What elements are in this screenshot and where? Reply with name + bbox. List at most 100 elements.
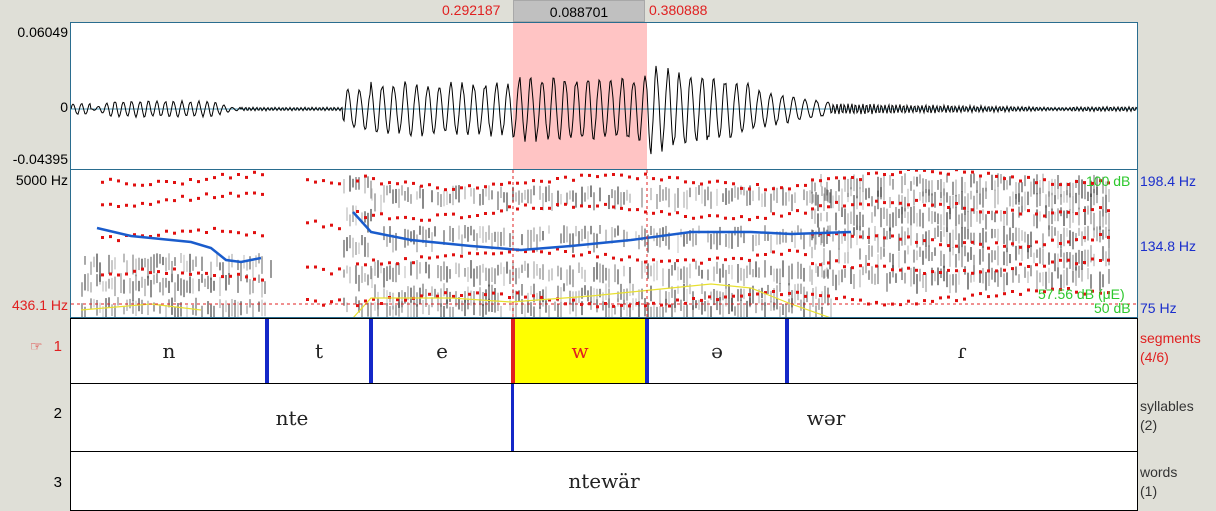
boundary[interactable] xyxy=(265,319,269,383)
boundary[interactable] xyxy=(511,384,514,451)
spectrogram-cell xyxy=(371,188,373,201)
spectrogram-cell xyxy=(764,192,766,207)
tier-segments[interactable]: n t e w ə ɾ xyxy=(70,318,1138,384)
spectrogram-cell xyxy=(725,269,727,289)
spectrogram-cell xyxy=(386,185,388,196)
spectrogram-cell xyxy=(623,299,625,310)
spectrogram-cell xyxy=(835,274,837,291)
interval-schwa[interactable]: ə xyxy=(711,339,723,363)
interval-nte[interactable]: nte xyxy=(275,405,309,430)
spectrogram-cell xyxy=(698,299,700,310)
spectrogram-cell xyxy=(1027,234,1029,253)
interval-wer[interactable]: wər xyxy=(806,405,846,430)
spectrogram-cell xyxy=(961,191,963,210)
spectrogram-cell xyxy=(1096,187,1098,204)
spectrogram-cell xyxy=(952,229,954,248)
spectrogram-cell xyxy=(165,257,167,272)
spectrogram-cell xyxy=(910,267,912,287)
spectrogram-cell xyxy=(488,298,490,312)
formant-dot xyxy=(1075,238,1078,242)
spectrogram-cell xyxy=(958,233,960,254)
spectrogram-cell xyxy=(1084,206,1086,226)
formant-dot xyxy=(827,177,830,181)
spectrogram-cell xyxy=(877,176,879,197)
spectrogram-cell xyxy=(404,190,406,201)
formant-dot xyxy=(1051,238,1054,242)
spectrogram-cell xyxy=(719,268,721,283)
interval-flap[interactable]: ɾ xyxy=(957,339,967,363)
formant-dot xyxy=(213,176,216,180)
spectrogram-cell xyxy=(364,273,366,282)
boundary-selected[interactable] xyxy=(511,319,515,383)
spectrogram-cell xyxy=(1003,273,1005,292)
spectrogram-cell xyxy=(1069,193,1071,211)
interval-ntewar[interactable]: ntewär xyxy=(568,469,640,493)
formant-dot xyxy=(867,203,870,207)
spectrogram-cell xyxy=(434,226,436,237)
spectrogram-cell xyxy=(916,250,918,261)
interval-n[interactable]: n xyxy=(162,339,176,363)
spectrogram-cell xyxy=(380,263,382,274)
interval-w-selected[interactable]: w xyxy=(513,319,647,383)
spectrogram-cell xyxy=(710,191,712,209)
spectrogram-panel[interactable] xyxy=(70,170,1138,318)
spectrogram-cell xyxy=(997,270,999,287)
spectrogram-cell xyxy=(826,267,828,277)
formant-dot xyxy=(460,254,463,258)
spectrogram-cell xyxy=(785,231,787,243)
tier-words[interactable]: ntewär xyxy=(70,452,1138,511)
spectrogram-cell xyxy=(943,254,945,268)
spectrogram-cell xyxy=(1072,231,1074,250)
spectrogram-cell xyxy=(464,267,466,277)
formant-dot xyxy=(612,205,615,209)
spectrogram-cell xyxy=(410,261,412,276)
tier-2-number[interactable]: 2 xyxy=(53,405,62,422)
spectrogram-cell xyxy=(1048,211,1050,230)
formant-dot xyxy=(1091,208,1094,212)
spectrogram-cell xyxy=(346,265,348,274)
spectrogram-cell xyxy=(527,189,529,204)
spectrogram-cell xyxy=(841,207,843,217)
tier-1-number[interactable]: 1 xyxy=(53,338,62,355)
spectrogram-cell xyxy=(470,188,472,197)
formant-dot xyxy=(1091,238,1094,242)
formant-dot xyxy=(644,210,647,214)
formant-dot xyxy=(652,258,655,262)
spectrogram-cell xyxy=(1009,196,1011,207)
waveform-panel[interactable] xyxy=(70,22,1138,170)
spectrogram-cell xyxy=(464,291,466,303)
spectrogram-cell xyxy=(1054,195,1056,205)
boundary[interactable] xyxy=(369,319,373,383)
spectrogram-cell xyxy=(389,265,391,280)
formant-dot xyxy=(859,178,862,182)
spectrogram-cell xyxy=(138,257,140,271)
spectrogram-cell xyxy=(1021,182,1023,193)
spectrogram-cell xyxy=(485,231,487,243)
formant-dot xyxy=(404,298,407,302)
spectrogram-cell xyxy=(1099,271,1101,291)
formant-dot xyxy=(428,183,431,187)
spectrogram-cell xyxy=(925,247,927,259)
tier-3-number[interactable]: 3 xyxy=(53,474,62,491)
spectrogram-cell xyxy=(374,302,376,311)
spectrogram-cell xyxy=(398,188,400,208)
interval-e[interactable]: e xyxy=(436,339,448,363)
formant-dot xyxy=(197,180,200,184)
spectrogram-cell xyxy=(820,212,822,222)
spectrogram-cell xyxy=(482,226,484,243)
formant-dot xyxy=(939,296,942,300)
boundary[interactable] xyxy=(785,319,789,383)
spectrogram-cell xyxy=(416,292,418,307)
interval-t[interactable]: t xyxy=(314,339,324,363)
spectrogram-cell xyxy=(874,205,876,217)
formant-dot xyxy=(476,291,479,295)
spectrogram-cell xyxy=(81,282,83,297)
spectrogram-cell xyxy=(343,179,345,194)
spectrogram-cell xyxy=(856,214,858,230)
spectrogram-cell xyxy=(473,188,475,204)
selection-duration[interactable]: 0.088701 xyxy=(513,0,645,22)
tier-syllables[interactable]: nte wər xyxy=(70,384,1138,452)
spectrogram-cell xyxy=(443,230,445,245)
boundary[interactable] xyxy=(645,319,649,383)
spectrogram-cell xyxy=(1078,249,1080,264)
